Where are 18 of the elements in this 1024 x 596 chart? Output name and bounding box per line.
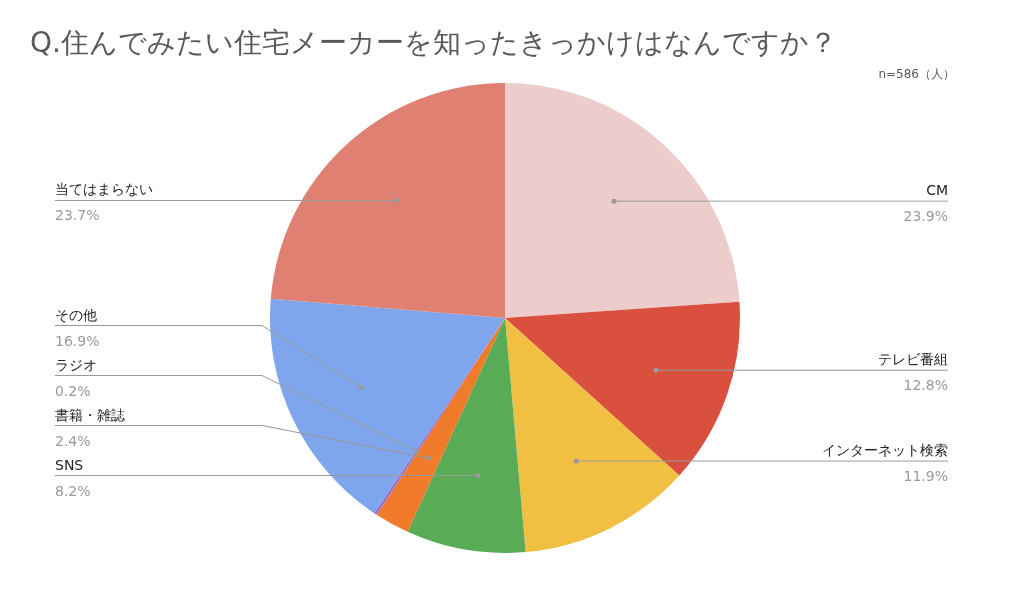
chart-subtitle: n=586（人） [878, 67, 955, 81]
slice-label: 書籍・雑誌 [55, 406, 125, 423]
slice-label: インターネット検索 [822, 442, 948, 459]
data-label: 8.2% [55, 482, 91, 499]
data-label: 23.7% [55, 207, 100, 224]
data-label: 23.9% [903, 208, 948, 225]
slice-label: 当てはまらない [55, 181, 153, 198]
data-label: 16.9% [55, 332, 100, 349]
slice-label: テレビ番組 [878, 351, 948, 368]
data-label: 0.2% [55, 382, 91, 399]
data-label: 12.8% [903, 377, 948, 394]
slice-label: SNS [55, 456, 84, 473]
slice-label: その他 [55, 306, 97, 323]
data-label: 11.9% [903, 468, 948, 485]
chart-title: Q.住んでみたい住宅メーカーを知ったきっかけはなんですか？ [30, 26, 837, 59]
data-label: 2.4% [55, 432, 91, 449]
slice-label: CM [926, 182, 948, 199]
slice-label: ラジオ [55, 356, 97, 373]
